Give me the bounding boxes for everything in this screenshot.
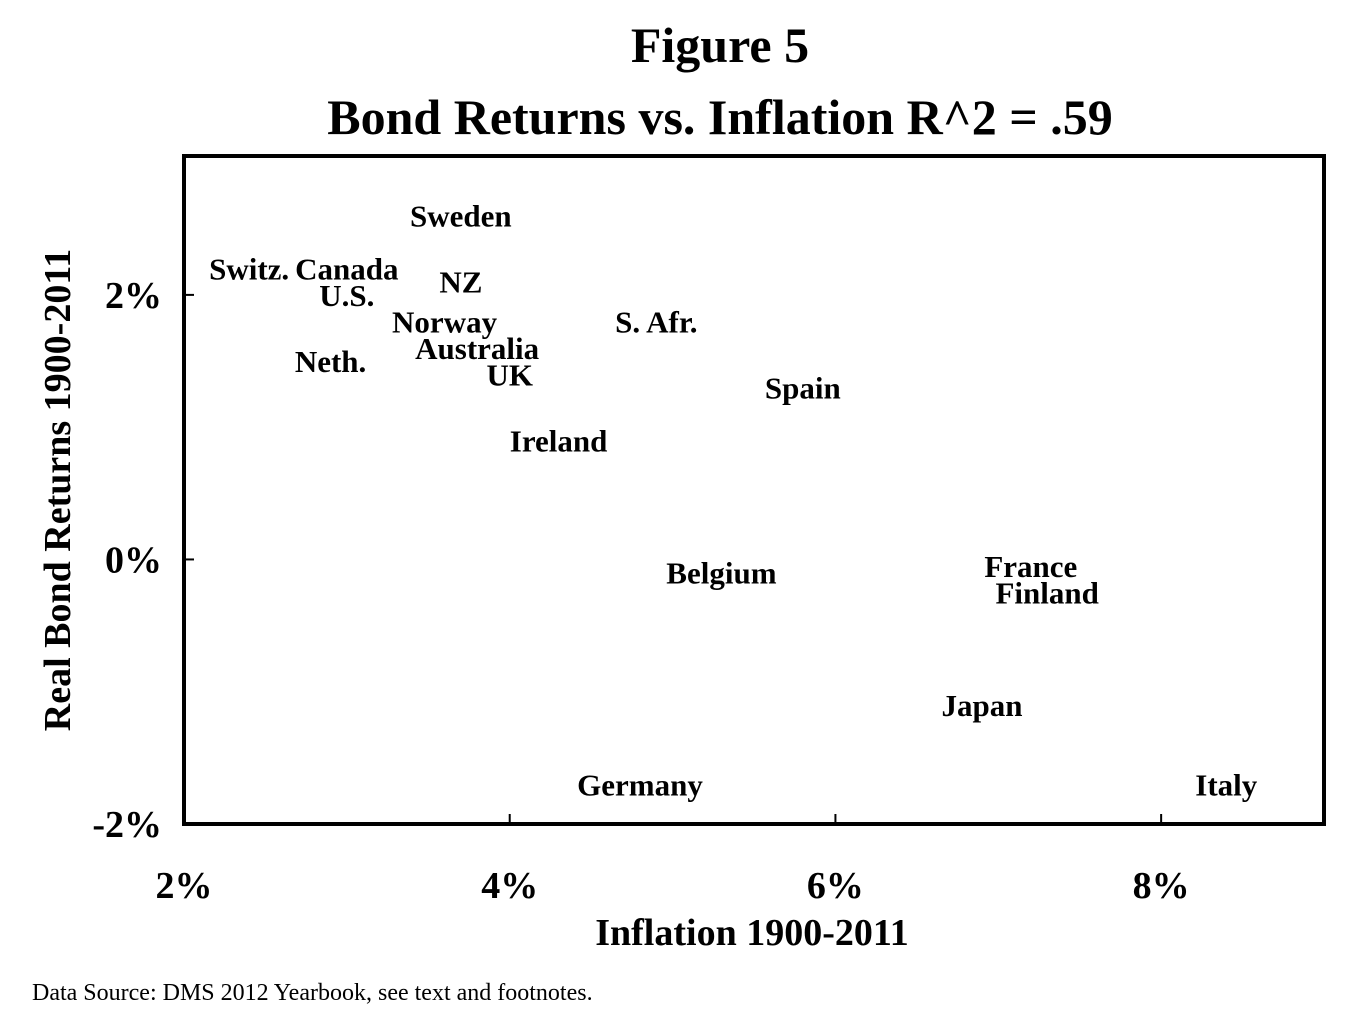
y-axis: 2% 0% -2%: [92, 275, 194, 846]
data-point-label: S. Afr.: [615, 304, 697, 339]
x-tick-label: 2%: [156, 865, 213, 907]
x-tick-label: 6%: [807, 865, 864, 907]
source-note: Data Source: DMS 2012 Yearbook, see text…: [32, 980, 593, 1006]
data-point-label: NZ: [439, 265, 482, 300]
data-point-label: Spain: [765, 370, 841, 405]
y-tick-label: 2%: [105, 275, 162, 317]
data-point-label: Norway: [392, 304, 498, 339]
y-tick-label: 0%: [105, 539, 162, 581]
figure-label: Figure 5: [631, 17, 809, 73]
data-point-label: Sweden: [410, 199, 512, 234]
data-point-label: Belgium: [666, 556, 776, 591]
chart-title: Bond Returns vs. Inflation R^2 = .59: [327, 89, 1112, 145]
data-point-label: Italy: [1195, 767, 1258, 802]
data-point-label: Ireland: [510, 423, 608, 458]
x-axis-label: Inflation 1900-2011: [595, 912, 909, 954]
data-point-label: Australia: [415, 331, 540, 366]
data-point-label: Finland: [995, 576, 1098, 611]
data-point-label: Japan: [942, 688, 1023, 723]
x-axis: 2% 4% 6% 8%: [156, 814, 1190, 907]
plot-frame: [182, 154, 1326, 826]
y-axis-label: Real Bond Returns 1900-2011: [37, 249, 79, 731]
data-point-label: Canada: [295, 251, 399, 286]
data-point-label: Switz.: [209, 251, 289, 286]
data-point-label: U.S.: [319, 278, 374, 313]
data-point-label: Neth.: [295, 344, 366, 379]
data-point-label: Germany: [577, 767, 703, 802]
y-tick-label: -2%: [92, 804, 162, 846]
data-point-label: UK: [486, 357, 533, 392]
data-point-label: France: [984, 549, 1077, 584]
x-tick-label: 8%: [1133, 865, 1190, 907]
x-tick-label: 4%: [481, 865, 538, 907]
